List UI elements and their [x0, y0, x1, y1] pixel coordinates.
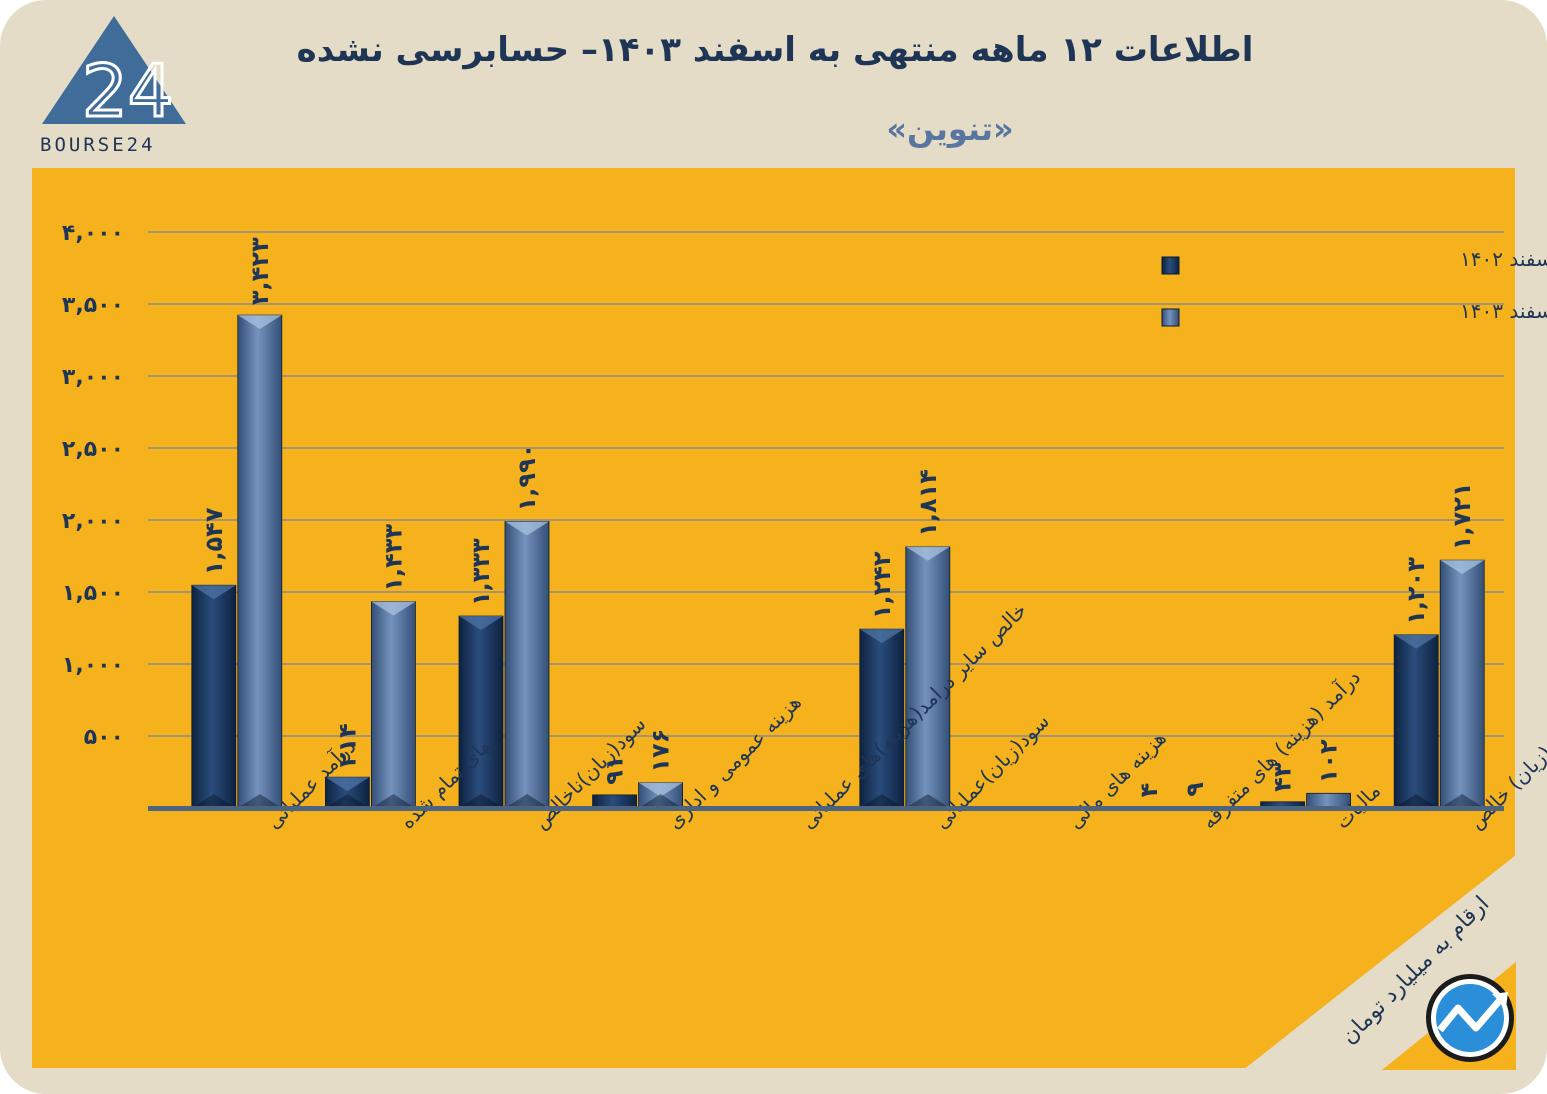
brand-name: BOURSE24 — [40, 134, 156, 156]
y-tick-label: ۱,۵۰۰ — [62, 581, 124, 606]
bar-1402 — [458, 615, 504, 809]
bourse24-logo: 24 — [42, 16, 186, 135]
bar-cap — [1394, 634, 1439, 649]
bar-base — [505, 794, 549, 808]
bar-1402 — [1393, 634, 1439, 809]
bar-base — [905, 794, 950, 808]
x-axis-line — [148, 806, 1504, 811]
data-label: ۱,۴۳۳ — [379, 524, 407, 592]
company-name: «تنوین» — [886, 110, 1014, 148]
bar-base — [371, 794, 416, 808]
legend-label: عملکرد منتهی به اسفند ۱۴۰۳ — [1460, 299, 1547, 323]
bar-1403 — [1439, 559, 1485, 809]
bar-base — [237, 794, 282, 808]
y-tick-label: ۳,۰۰۰ — [62, 365, 124, 390]
bar-cap — [237, 315, 282, 330]
bar-base — [638, 794, 683, 808]
page-title: اطلاعات ۱۲ ماهه منتهی به اسفند ۱۴۰۳– حسا… — [296, 30, 1254, 70]
bar-1403 — [905, 546, 951, 809]
data-label: ۹ — [1181, 782, 1209, 797]
bar-base — [191, 794, 236, 808]
x-tick-label: هزینه های مالی — [1063, 726, 1171, 834]
y-tick-label: ۳,۵۰۰ — [62, 293, 124, 318]
bar-1403 — [237, 314, 283, 809]
data-label: ۱,۹۹۰ — [513, 444, 541, 512]
legend-swatch — [1161, 256, 1180, 275]
bar-1403 — [370, 601, 416, 809]
bar-cap — [1440, 560, 1485, 575]
bar-1403 — [504, 521, 550, 809]
bar-cap — [638, 782, 683, 797]
data-label: ۱,۳۳۳ — [467, 538, 495, 606]
x-tick-label: هزینه عمومی و اداری — [662, 690, 806, 834]
y-tick-label: ۴,۰۰۰ — [62, 221, 124, 246]
logo-numeral: 24 — [82, 49, 174, 133]
bar-cap — [859, 629, 904, 644]
data-label: ۱۰۲ — [1315, 739, 1343, 783]
bar-base — [1440, 794, 1485, 808]
y-tick-label: ۱,۰۰۰ — [62, 653, 124, 678]
bar-cap — [325, 777, 370, 792]
data-label: ۹۱ — [601, 756, 629, 785]
data-label: ۴۳ — [1269, 762, 1297, 792]
logo-triangle — [42, 16, 186, 124]
legend-swatch — [1161, 308, 1180, 327]
bar-base — [459, 794, 503, 808]
data-label: ۱۷۶ — [647, 729, 675, 773]
bar-cap — [371, 601, 416, 616]
data-label: ۱,۲۰۳ — [1402, 557, 1430, 625]
data-label: ۱,۸۱۴ — [914, 469, 942, 537]
data-label: ۱,۷۲۱ — [1448, 482, 1476, 550]
unit-ribbon: ارقام به میلیارد تومان — [1243, 855, 1516, 1070]
y-tick-label: ۲,۵۰۰ — [62, 437, 124, 462]
data-label: ۴ — [1135, 783, 1163, 798]
data-label: ۳,۴۲۳ — [246, 237, 274, 305]
bar-base — [859, 794, 904, 808]
y-tick-label: ۲,۰۰۰ — [62, 509, 124, 534]
bar-cap — [459, 616, 503, 631]
data-label: ۲۱۴ — [333, 723, 361, 767]
trend-logo-icon — [1426, 974, 1514, 1062]
bar-cap — [905, 546, 950, 561]
bar-cap — [505, 521, 549, 536]
data-label: ۱,۲۴۲ — [868, 551, 896, 619]
legend-label: عملکرد منتهی به اسفند ۱۴۰۲ — [1460, 247, 1547, 271]
bar-1402 — [191, 584, 237, 809]
bar-cap — [191, 585, 236, 600]
bar-base — [1394, 794, 1439, 808]
data-label: ۱,۵۴۷ — [200, 507, 228, 575]
y-tick-label: ۵۰۰ — [84, 725, 124, 750]
bar-base — [325, 794, 370, 808]
legend: عملکرد منتهی به اسفند ۱۴۰۲ عملکرد منتهی ب… — [1161, 247, 1547, 327]
